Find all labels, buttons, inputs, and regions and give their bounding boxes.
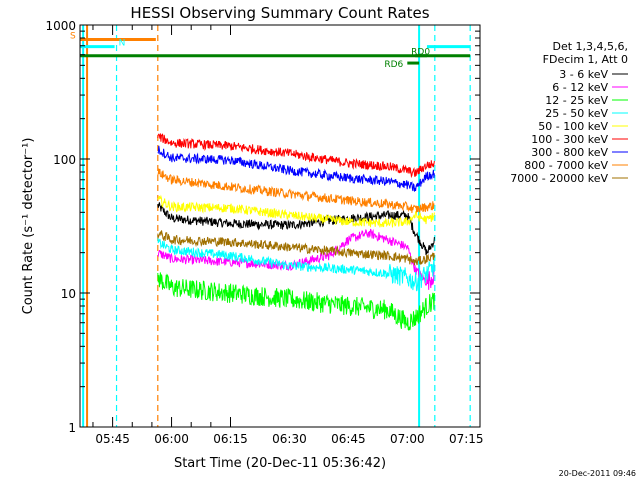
series-line-2 [157, 272, 435, 331]
plot-frame [79, 24, 481, 428]
footer-timestamp: 20-Dec-2011 09:46 [559, 469, 636, 478]
x-tick-label-2: 06:15 [213, 432, 248, 446]
y-tick-label-0: 1 [68, 421, 76, 435]
x-axis: 05:45 06:00 06:15 06:30 06:45 07:00 07:15 [92, 25, 484, 446]
chart-title: HESSI Observing Summary Count Rates [130, 4, 429, 22]
series-line-8 [157, 230, 435, 266]
legend-label-6: 300 - 800 keV [531, 146, 608, 159]
status-flags: S N RD0 RD6 [70, 31, 471, 70]
x-tick-label-4: 06:45 [331, 432, 366, 446]
series-line-7 [157, 168, 435, 214]
x-axis-label: Start Time (20-Dec-11 05:36:42) [174, 456, 386, 471]
legend-label-3: 25 - 50 keV [545, 107, 608, 120]
flag-label-0: S [70, 31, 76, 41]
x-tick-label-3: 06:30 [272, 432, 307, 446]
x-tick-label-0: 05:45 [95, 432, 130, 446]
x-tick-label-5: 07:00 [390, 432, 425, 446]
legend-label-1: 6 - 12 keV [552, 81, 608, 94]
legend-label-5: 100 - 300 keV [531, 133, 608, 146]
y-axis-label: Count Rate (s⁻¹ detector⁻¹) [21, 138, 36, 315]
y-tick-label-3: 1000 [45, 19, 76, 33]
legend-label-2: 12 - 25 keV [545, 94, 608, 107]
legend-header-1: FDecim 1, Att 0 [543, 53, 628, 66]
y-tick-label-2: 100 [53, 153, 76, 167]
series-line-1 [157, 228, 435, 290]
y-axis: 1 10 100 1000 [45, 19, 480, 435]
flag-label-1: N [119, 39, 126, 49]
series-line-3 [157, 237, 435, 292]
legend-label-8: 7000 - 20000 keV [510, 172, 608, 185]
legend-label-0: 3 - 6 keV [559, 68, 608, 81]
legend: Det 1,3,4,5,6,FDecim 1, Att 0 3 - 6 keV6 … [510, 40, 628, 185]
x-tick-label-1: 06:00 [154, 432, 189, 446]
series-line-6 [157, 145, 435, 192]
y-tick-label-1: 10 [61, 287, 76, 301]
series-line-0 [157, 202, 435, 256]
flag-label-4: RD0 [411, 48, 430, 58]
series-line-5 [157, 133, 435, 179]
series-line-4 [157, 194, 435, 228]
x-tick-label-6: 07:15 [449, 432, 484, 446]
vertical-markers [82, 25, 471, 427]
series-group [157, 133, 435, 331]
legend-label-4: 50 - 100 keV [538, 120, 608, 133]
legend-label-7: 800 - 7000 keV [524, 159, 608, 172]
legend-header-0: Det 1,3,4,5,6, [552, 40, 628, 53]
flag-label-5: RD6 [384, 60, 403, 70]
